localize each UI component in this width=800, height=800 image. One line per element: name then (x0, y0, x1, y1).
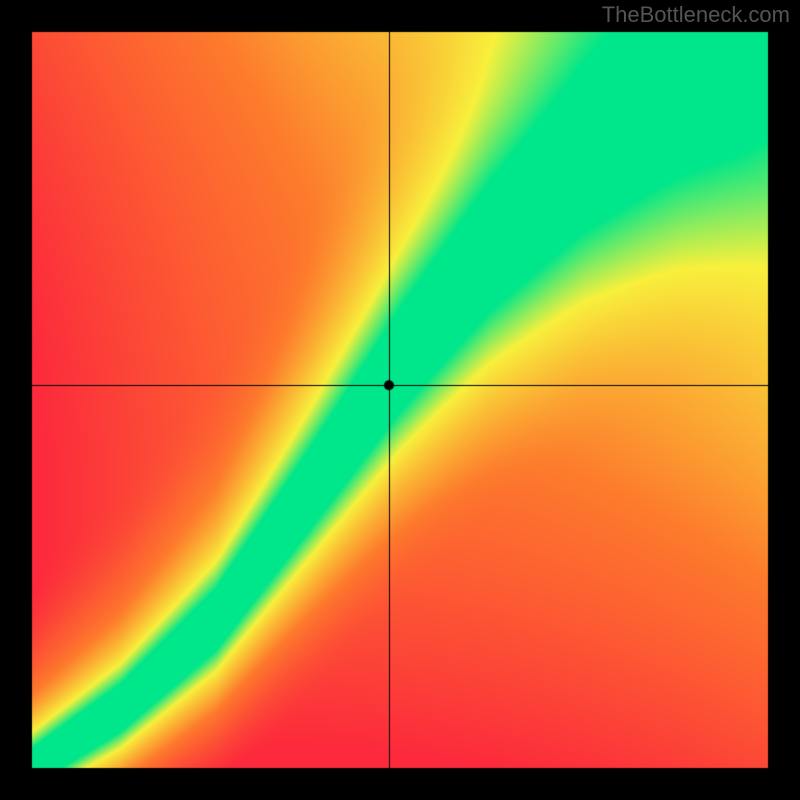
bottleneck-heatmap (0, 0, 800, 800)
watermark-label: TheBottleneck.com (602, 2, 790, 28)
chart-container: TheBottleneck.com (0, 0, 800, 800)
